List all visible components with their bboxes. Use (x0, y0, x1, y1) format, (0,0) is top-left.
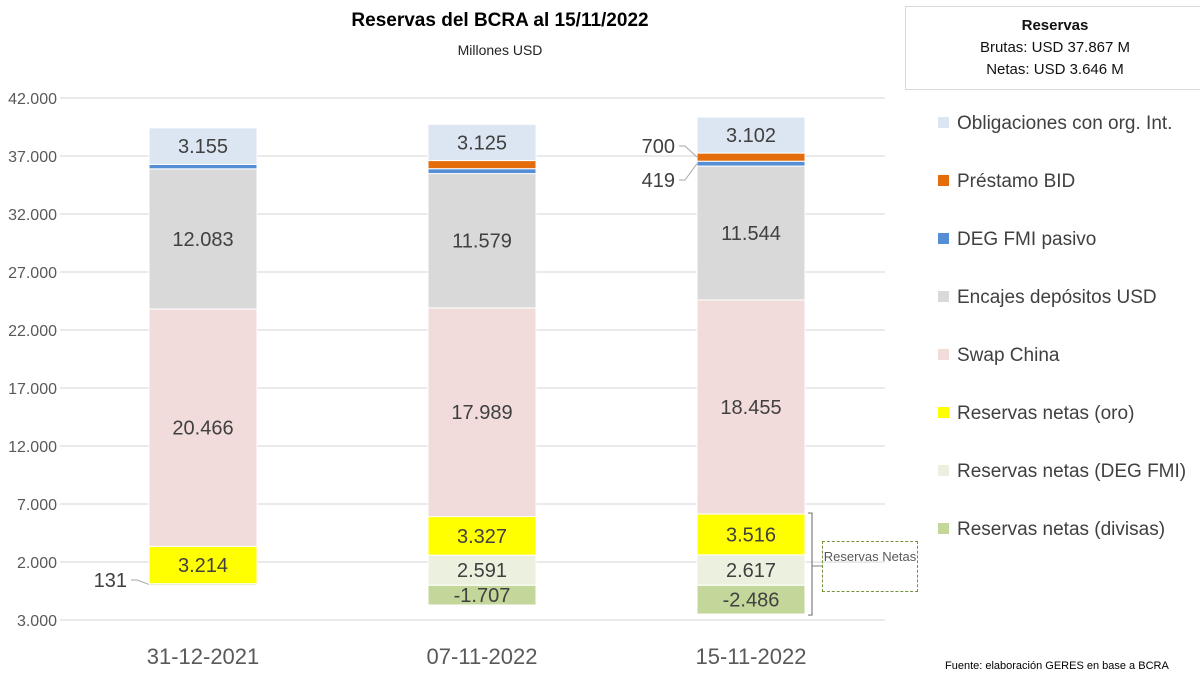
legend-label: Reservas netas (oro) (957, 403, 1135, 424)
bar-segment (148, 127, 258, 165)
legend-label: Obligaciones con org. Int. (957, 113, 1173, 134)
summary-gross: Brutas: USD 37.867 M (979, 39, 1131, 56)
net-reserves-bracket (808, 512, 813, 616)
data-label: 2.617 (726, 560, 776, 582)
legend-swatch (938, 407, 949, 418)
legend-label: Préstamo BID (957, 171, 1076, 192)
chart-subtitle: Millones USD (457, 42, 543, 58)
y-tick-label: 7.000 (17, 497, 57, 514)
summary-heading: Reservas (1021, 17, 1089, 34)
legend-swatch (938, 349, 949, 360)
legend-swatch (938, 291, 949, 302)
data-label: 11.544 (721, 223, 781, 245)
bar-segment (696, 513, 806, 556)
bar-segment (427, 168, 537, 175)
legend-item: Préstamo BID (938, 171, 1075, 193)
legend-swatch (938, 233, 949, 244)
legend-swatch (938, 523, 949, 534)
data-label: 11.579 (452, 231, 512, 253)
bar-segment (427, 307, 537, 518)
bar-segment (696, 152, 806, 162)
data-label: -1.707 (454, 585, 511, 607)
data-label: 18.455 (720, 397, 781, 419)
bar-segment (148, 168, 258, 310)
data-label: 3.214 (178, 555, 228, 577)
bar-segment (427, 173, 537, 309)
legend-item: Obligaciones con org. Int. (938, 113, 1172, 135)
x-tick-label: 31-12-2021 (147, 644, 260, 669)
y-tick-label: 3.000 (17, 613, 57, 630)
leader-line (679, 163, 698, 181)
legend-item: Swap China (938, 345, 1059, 367)
y-tick-label: 12.000 (8, 439, 57, 456)
legend-label: Reservas netas (divisas) (957, 519, 1166, 540)
data-label: 3.102 (726, 125, 776, 147)
leader-line (679, 145, 698, 158)
bar-segment (427, 123, 537, 162)
summary-net: Netas: USD 3.646 M (986, 61, 1124, 78)
y-tick-label: 37.000 (8, 149, 57, 166)
y-tick-label: 32.000 (8, 207, 57, 224)
reserves-summary-box: Reservas Brutas: USD 37.867 M Netas: USD… (905, 6, 1200, 90)
data-label: 3.516 (726, 524, 776, 546)
chart-title: Reservas del BCRA al 15/11/2022 (351, 10, 649, 31)
data-label: 419 (642, 170, 675, 192)
data-label: 12.083 (172, 229, 233, 251)
legend-item: DEG FMI pasivo (938, 229, 1096, 251)
data-label: 3.125 (457, 132, 507, 154)
legend-item: Encajes depósitos USD (938, 287, 1157, 309)
bar-segment (696, 160, 806, 167)
legend-item: Reservas netas (oro) (938, 403, 1134, 425)
legend-swatch (938, 175, 949, 186)
legend-label: Reservas netas (DEG FMI) (957, 461, 1187, 482)
legend-label: Encajes depósitos USD (957, 287, 1157, 308)
y-tick-label: 2.000 (17, 555, 57, 572)
net-reserves-callout: Reservas Netas (822, 541, 918, 592)
leader-line (131, 579, 150, 585)
bar-segment (696, 116, 806, 154)
y-tick-label: 42.000 (8, 91, 57, 108)
y-tick-label: 27.000 (8, 265, 57, 282)
legend-swatch (938, 117, 949, 128)
bar-segment (696, 584, 806, 615)
legend-swatch (938, 465, 949, 476)
bar-segment (148, 545, 258, 585)
bar-segment (148, 163, 258, 170)
data-label: 2.591 (457, 560, 507, 582)
source-note: Fuente: elaboración GERES en base a BCRA (945, 660, 1169, 672)
bar-segment (696, 299, 806, 515)
legend-item: Reservas netas (DEG FMI) (938, 461, 1186, 483)
y-tick-label: 22.000 (8, 323, 57, 340)
data-label: 700 (642, 136, 675, 158)
bar-segment (696, 165, 806, 301)
legend-item: Reservas netas (divisas) (938, 519, 1165, 541)
bar-segment (427, 516, 537, 556)
x-tick-label: 07-11-2022 (427, 644, 538, 669)
y-tick-label: 17.000 (8, 381, 57, 398)
data-label: 17.989 (451, 402, 512, 424)
data-label: 131 (94, 570, 127, 592)
data-label: 20.466 (172, 418, 233, 440)
bar-segment (427, 160, 537, 170)
data-label: 3.155 (178, 136, 228, 158)
x-tick-label: 15-11-2022 (696, 644, 807, 669)
bar-segment (148, 308, 258, 547)
data-label: -2.486 (723, 590, 780, 612)
legend-label: DEG FMI pasivo (957, 229, 1097, 250)
legend-label: Swap China (957, 345, 1060, 366)
data-label: 3.327 (457, 526, 507, 548)
